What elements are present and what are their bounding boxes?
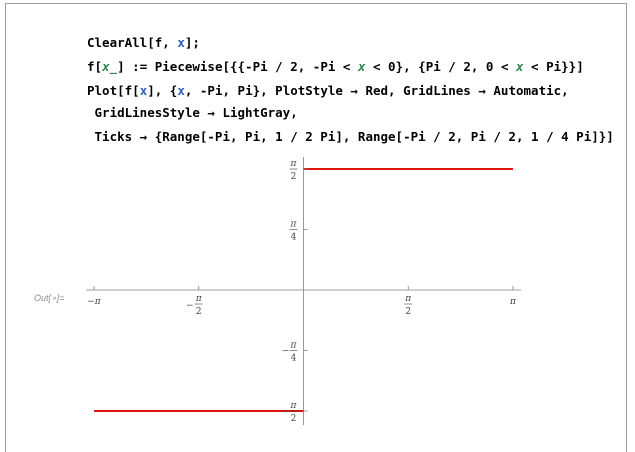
y-tick-denominator: 4 xyxy=(291,354,297,364)
y-tick-denominator: 2 xyxy=(291,414,297,424)
x-tick-denominator: 2 xyxy=(196,307,202,317)
y-tick-numerator: π xyxy=(290,401,298,411)
y-tick-numerator: π xyxy=(290,341,298,351)
input-line-1[interactable]: ClearAll[f, x]; xyxy=(87,35,200,50)
y-tick-sign: − xyxy=(282,347,290,357)
input-line-3[interactable]: Plot[f[x], {x, -Pi, Pi}, PlotStyle → Red… xyxy=(87,83,569,98)
output-label: Out[∘]= xyxy=(34,293,65,303)
y-tick-sign: − xyxy=(282,407,290,417)
x-tick-denominator: 2 xyxy=(405,307,411,317)
input-line-4[interactable]: GridLinesStyle → LightGray, xyxy=(87,105,298,120)
x-tick-label: π xyxy=(509,297,517,307)
x-tick-numerator: π xyxy=(404,294,412,304)
x-tick-numerator: π xyxy=(195,294,203,304)
input-line-5[interactable]: Ticks → {Range[-Pi, Pi, 1 / 2 Pi], Range… xyxy=(87,129,614,144)
x-tick-label: −π xyxy=(87,297,102,307)
x-tick-sign: − xyxy=(186,301,194,311)
y-tick-numerator: π xyxy=(290,159,298,169)
y-tick-denominator: 4 xyxy=(291,233,297,243)
y-tick-denominator: 2 xyxy=(291,172,297,182)
input-line-2[interactable]: f[x_] := Piecewise[{{-Pi / 2, -Pi < x < … xyxy=(87,59,584,74)
y-tick-numerator: π xyxy=(290,220,298,230)
cell-bracket-frame xyxy=(5,3,627,452)
